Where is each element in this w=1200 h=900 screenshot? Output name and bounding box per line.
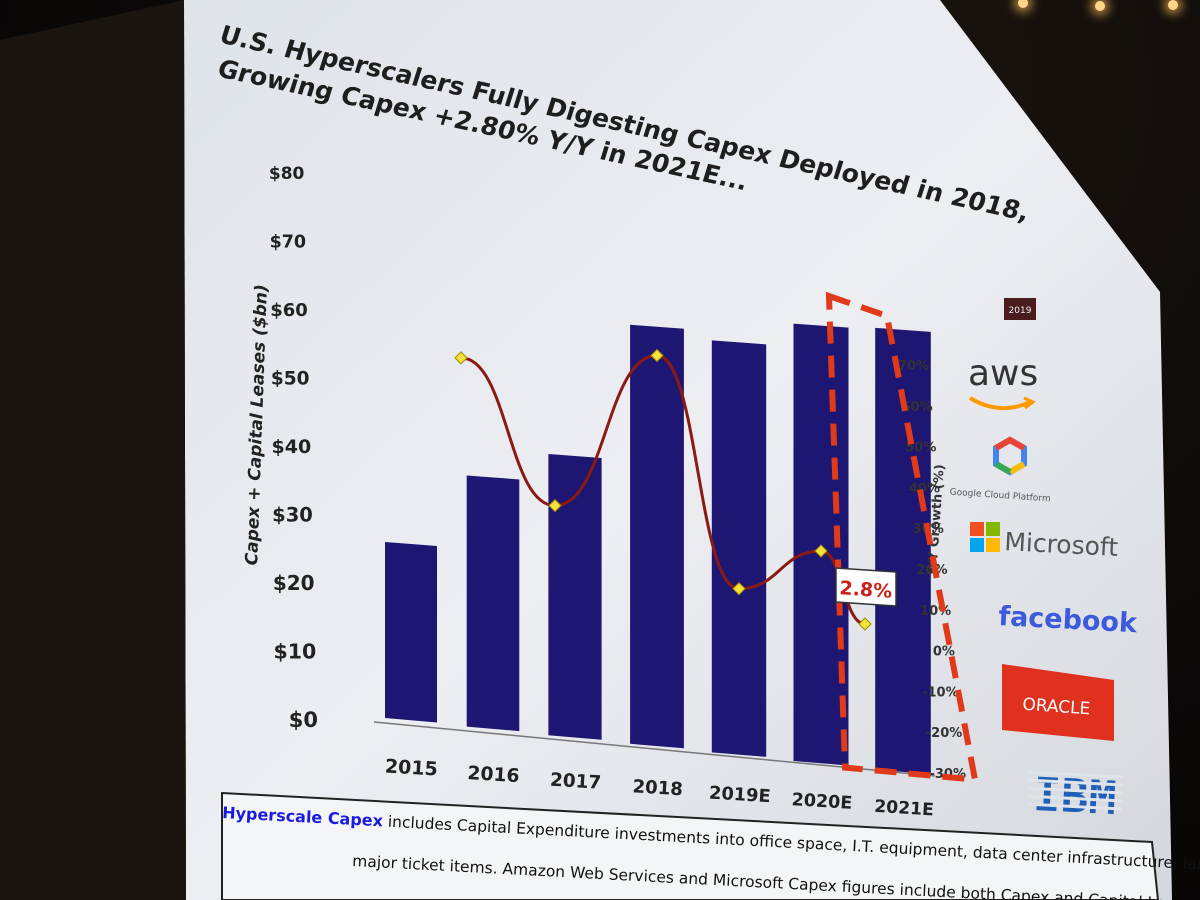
bar xyxy=(548,454,602,740)
growth-marker xyxy=(650,348,664,363)
tag-box: 2019 xyxy=(1004,298,1036,320)
y-tick-label: $70 xyxy=(270,233,307,253)
microsoft-logo: Microsoft xyxy=(970,522,1119,562)
x-tick-label: 2019E xyxy=(708,783,771,808)
x-tick-label: 2020E xyxy=(791,790,853,814)
tag-label: 2019 xyxy=(1009,306,1032,316)
y2-tick-label: 10% xyxy=(920,604,951,619)
facebook-logo-text: facebook xyxy=(998,601,1139,639)
x-tick-label: 2015 xyxy=(384,755,438,780)
footnote-box: Hyperscale Capex includes Capital Expend… xyxy=(221,791,1200,900)
y-tick-label: $30 xyxy=(272,504,313,527)
ibm-stripes xyxy=(1027,770,1123,811)
highlight-box xyxy=(825,291,979,783)
company-logos: aws Google Cloud Platform Microsoft face… xyxy=(949,353,1138,825)
x-tick-label: 2021E xyxy=(874,797,935,821)
y2-tick-label: -20% xyxy=(926,726,963,741)
y2-tick-label: 60% xyxy=(902,400,933,415)
y-tick-label: $20 xyxy=(273,571,315,595)
growth-marker xyxy=(548,498,562,513)
facebook-logo: facebook xyxy=(998,601,1139,639)
bar xyxy=(875,327,931,775)
callout-label: 2.8% xyxy=(839,577,893,603)
bar xyxy=(466,475,520,732)
y-tick-label: $0 xyxy=(289,708,318,732)
x-axis-line xyxy=(373,721,936,777)
y-tick-label: $60 xyxy=(270,300,308,321)
aws-logo-text: aws xyxy=(968,353,1038,394)
y2-tick-label: 70% xyxy=(898,359,929,374)
ceiling-light xyxy=(1168,0,1178,10)
y2-tick-label: 0% xyxy=(933,645,955,660)
y-tick-label: $10 xyxy=(274,640,317,664)
y-tick-label: $40 xyxy=(272,436,312,458)
ceiling-light xyxy=(1018,0,1028,8)
oracle-logo: ORACLE xyxy=(1002,664,1114,741)
y2-tick-label: 50% xyxy=(905,441,936,456)
y2-tick-label: -10% xyxy=(922,685,959,700)
y-tick-label: $50 xyxy=(271,369,310,390)
bar xyxy=(385,542,437,723)
growth-marker xyxy=(732,581,746,596)
stage-wall xyxy=(0,0,186,900)
y2-tick-label: 40% xyxy=(909,481,940,496)
y-tick-label: $80 xyxy=(269,164,305,184)
ceiling-light xyxy=(1095,1,1105,11)
x-tick-label: 2018 xyxy=(632,776,684,800)
callout-box xyxy=(835,567,897,607)
growth-marker xyxy=(454,351,468,365)
y2-tick-label: 20% xyxy=(916,563,947,578)
growth-marker xyxy=(814,544,828,558)
ibm-logo: IBM xyxy=(1027,767,1123,825)
x-tick-label: 2017 xyxy=(549,770,601,794)
oracle-logo-text: ORACLE xyxy=(1022,695,1091,720)
growth-marker xyxy=(858,617,872,631)
x-tick-label: 2016 xyxy=(467,763,520,787)
microsoft-logo-text: Microsoft xyxy=(1004,527,1119,562)
bar xyxy=(630,324,684,749)
aws-logo: aws xyxy=(968,353,1038,411)
bar xyxy=(711,340,767,757)
